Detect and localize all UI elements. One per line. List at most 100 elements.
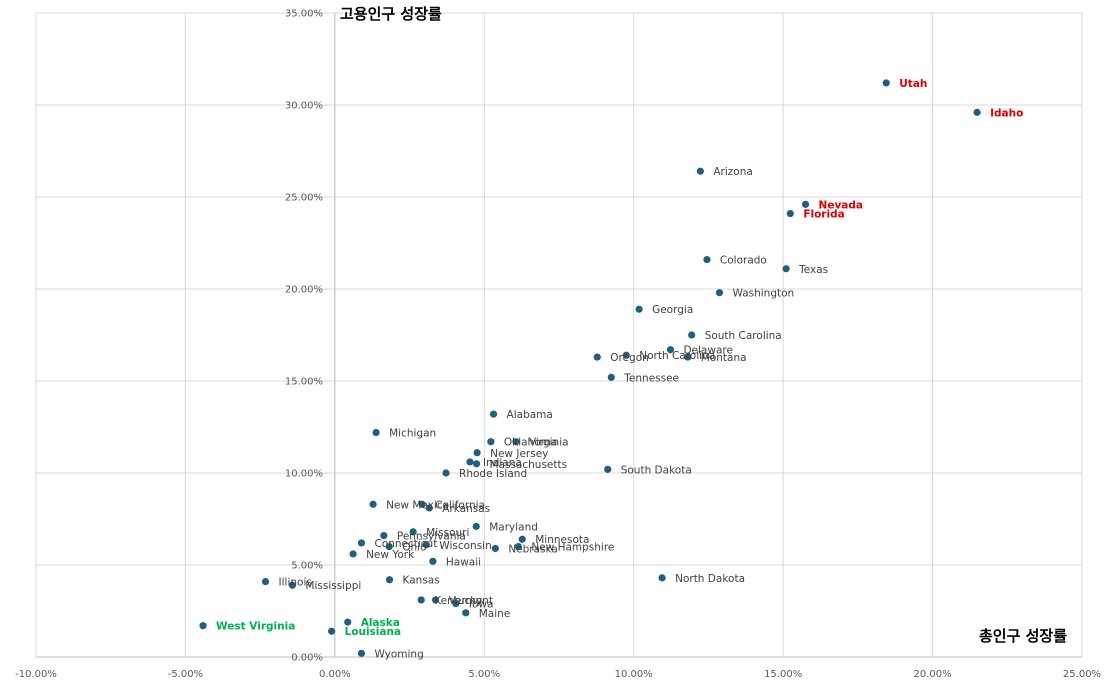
label-washington: Washington xyxy=(732,288,794,300)
point-mississippi xyxy=(288,581,297,589)
point-alaska xyxy=(344,618,352,626)
y-tick-label: 5.00% xyxy=(291,561,323,572)
point-nebraska xyxy=(491,544,499,553)
label-kansas: Kansas xyxy=(403,575,440,587)
point-hawaii xyxy=(429,557,437,565)
x-tick-label: -5.00% xyxy=(168,669,203,680)
point-oklahoma xyxy=(487,438,495,446)
point-iowa xyxy=(452,600,460,608)
label-utah: Utah xyxy=(899,78,927,90)
x-tick-label: 15.00% xyxy=(764,669,802,680)
label-rhode-island: Rhode Island xyxy=(459,468,527,480)
point-alabama xyxy=(489,410,498,418)
point-california xyxy=(418,500,426,508)
point-west-virginia xyxy=(199,622,207,630)
point-new-hampshire xyxy=(514,543,522,551)
y-tick-label: 10.00% xyxy=(285,469,323,480)
x-tick-label: -10.00% xyxy=(15,669,57,680)
x-tick-label: 5.00% xyxy=(468,669,500,680)
point-louisiana xyxy=(327,627,336,635)
point-missouri xyxy=(409,528,417,536)
point-north-carolina xyxy=(622,351,630,359)
label-virginia: Virginia xyxy=(529,437,569,449)
point-virginia xyxy=(512,438,520,446)
label-florida: Florida xyxy=(803,209,844,221)
point-colorado xyxy=(703,255,711,264)
label-new-york: New York xyxy=(366,549,415,561)
x-tick-label: 0.00% xyxy=(319,669,351,680)
label-michigan: Michigan xyxy=(389,428,436,440)
x-axis-title: 총인구 성장률 xyxy=(979,627,1067,645)
point-utah xyxy=(882,79,890,87)
point-montana xyxy=(684,353,692,361)
point-tennessee xyxy=(607,373,615,381)
label-mississippi: Mississippi xyxy=(305,580,361,592)
label-ohio: Ohio xyxy=(402,542,426,554)
y-tick-label: 35.00% xyxy=(285,9,323,20)
y-tick-label: 15.00% xyxy=(285,377,323,388)
label-georgia: Georgia xyxy=(652,304,693,316)
y-tick-label: 20.00% xyxy=(285,285,323,296)
point-maryland xyxy=(472,522,480,530)
point-delaware xyxy=(666,346,675,354)
point-kentucky xyxy=(417,596,425,604)
point-wyoming xyxy=(357,649,366,657)
label-wyoming: Wyoming xyxy=(374,648,423,660)
label-vermont: Vermont xyxy=(449,595,493,607)
data-points xyxy=(199,79,981,657)
point-kansas xyxy=(385,576,394,584)
point-illinois xyxy=(261,577,270,586)
label-new-hampshire: New Hampshire xyxy=(531,542,614,554)
label-texas: Texas xyxy=(798,264,828,276)
point-georgia xyxy=(635,305,643,313)
label-oregon: Oregon xyxy=(610,352,649,364)
label-delaware: Delaware xyxy=(683,345,732,357)
point-massachusetts xyxy=(472,460,481,468)
label-north-carolina: North Carolina xyxy=(639,350,715,362)
y-axis-title: 고용인구 성장률 xyxy=(340,5,442,23)
point-new-jersey xyxy=(473,449,481,457)
point-vermont xyxy=(431,596,440,604)
label-arkansas: Arkansas xyxy=(442,503,490,515)
label-oklahoma: Oklahoma xyxy=(504,437,557,449)
label-maine: Maine xyxy=(479,608,511,620)
label-illinois: Illinois xyxy=(279,577,312,589)
label-missouri: Missouri xyxy=(426,527,469,539)
label-louisiana: Louisiana xyxy=(345,626,401,638)
y-tick-label: 30.00% xyxy=(285,101,323,112)
label-west-virginia: West Virginia xyxy=(216,621,295,633)
label-california: California xyxy=(435,499,485,511)
label-idaho: Idaho xyxy=(990,107,1023,119)
y-tick-label: 0.00% xyxy=(291,653,323,664)
point-ohio xyxy=(385,543,393,551)
label-pennsylvania: Pennsylvania xyxy=(397,531,466,543)
point-south-carolina xyxy=(688,331,696,339)
y-tick-label: 25.00% xyxy=(285,193,323,204)
label-tennessee: Tennessee xyxy=(623,372,679,384)
x-tick-label: 20.00% xyxy=(914,669,952,680)
label-montana: Montana xyxy=(701,352,747,364)
point-arkansas xyxy=(425,504,433,512)
point-oregon xyxy=(593,353,601,361)
point-pennsylvania xyxy=(380,531,388,540)
point-south-dakota xyxy=(604,465,612,473)
label-massachusetts: Massachusetts xyxy=(490,459,568,471)
label-maryland: Maryland xyxy=(489,521,538,533)
label-minnesota: Minnesota xyxy=(535,534,589,546)
point-nevada xyxy=(801,200,810,208)
point-wisconsin xyxy=(422,541,430,549)
label-connecticut: Connecticut xyxy=(374,538,437,550)
label-iowa: Iowa xyxy=(469,599,494,611)
label-wisconsin: Wisconsin xyxy=(439,540,491,552)
label-alaska: Alaska xyxy=(361,617,400,629)
label-south-carolina: South Carolina xyxy=(705,330,782,342)
point-idaho xyxy=(973,108,981,116)
label-hawaii: Hawaii xyxy=(446,556,481,568)
point-north-dakota xyxy=(658,574,666,582)
point-indiana xyxy=(466,458,474,466)
label-colorado: Colorado xyxy=(720,255,767,267)
point-michigan xyxy=(372,428,380,437)
label-new-jersey: New Jersey xyxy=(490,448,548,460)
point-new-york xyxy=(349,550,357,558)
